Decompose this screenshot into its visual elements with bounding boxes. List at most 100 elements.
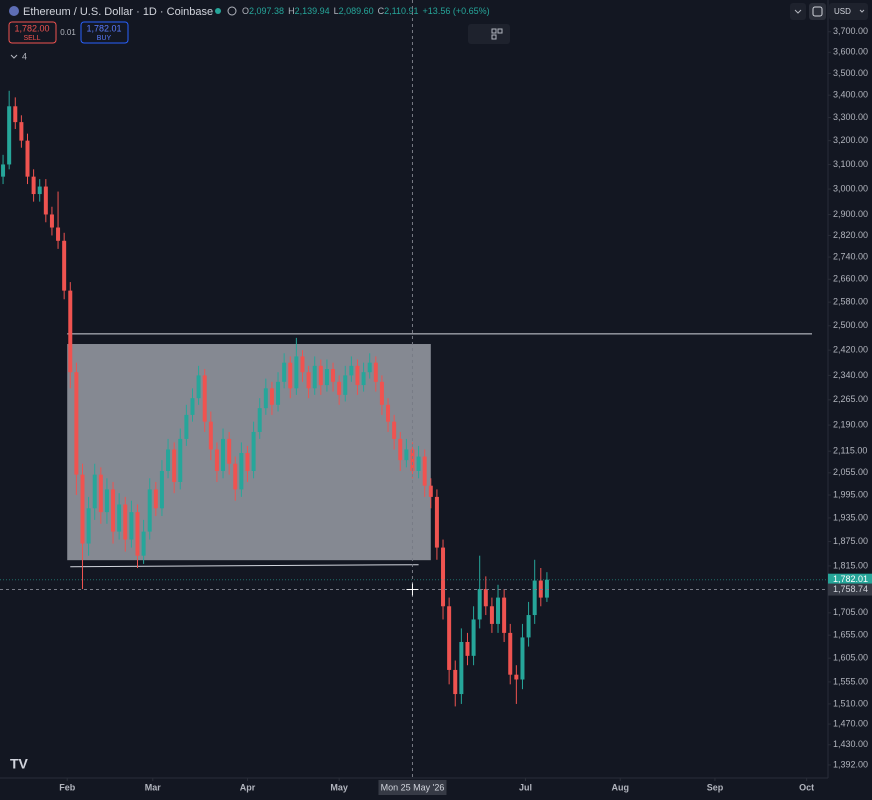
candle-body bbox=[269, 388, 274, 405]
trend-line bbox=[70, 564, 419, 568]
candle-body bbox=[282, 362, 287, 382]
icon bbox=[491, 34, 497, 40]
spread: 0.01 bbox=[60, 28, 76, 37]
dropdown-button[interactable] bbox=[790, 3, 806, 20]
candle-body bbox=[465, 641, 470, 656]
crosshair-date-badge bbox=[378, 780, 447, 795]
y-tick-label: 2,740.00 bbox=[833, 251, 868, 261]
crosshair-cursor bbox=[406, 583, 419, 596]
candle-body bbox=[86, 508, 91, 544]
y-tick-label: 2,340.00 bbox=[833, 370, 868, 380]
candle-body bbox=[135, 512, 140, 556]
x-tick-label: Feb bbox=[59, 782, 76, 792]
candle-body bbox=[508, 632, 513, 675]
y-tick-label: 1,935.00 bbox=[833, 512, 868, 522]
y-tick-label: 3,000.00 bbox=[833, 183, 868, 193]
candle-body bbox=[227, 438, 232, 464]
candle-body bbox=[392, 421, 397, 439]
candle-body bbox=[196, 375, 201, 399]
sell-button[interactable] bbox=[8, 21, 57, 44]
x-tick-label: Oct bbox=[799, 782, 814, 792]
y-tick-label: 3,400.00 bbox=[833, 90, 868, 100]
crosshair-price-label: 1,758.74 bbox=[833, 584, 868, 594]
candle-body bbox=[276, 381, 281, 405]
candle-body bbox=[404, 449, 409, 461]
y-tick-label: 2,580.00 bbox=[833, 297, 868, 307]
buy-label: BUY bbox=[97, 35, 112, 42]
candle-body bbox=[477, 589, 482, 620]
currency: USD bbox=[834, 7, 851, 16]
candle-body bbox=[25, 140, 30, 177]
candle-body bbox=[514, 674, 519, 680]
y-tick-label: 1,605.00 bbox=[833, 653, 868, 663]
candle-body bbox=[43, 186, 48, 215]
candle-body bbox=[31, 176, 36, 195]
candle-body bbox=[306, 372, 311, 389]
coin-icon bbox=[9, 6, 19, 16]
chart-title: Ethereum / U.S. Dollar · 1D · Coinbase bbox=[23, 6, 213, 18]
candle-body bbox=[141, 531, 146, 556]
candle-body bbox=[422, 456, 427, 486]
y-tick-label: 1,995.00 bbox=[833, 489, 868, 499]
candle-body bbox=[496, 597, 501, 624]
candle-body bbox=[343, 375, 348, 395]
candle-body bbox=[214, 449, 219, 471]
candle-body bbox=[434, 496, 439, 548]
y-tick-label: 1,815.00 bbox=[833, 560, 868, 570]
icon bbox=[497, 28, 503, 34]
y-tick-label: 2,900.00 bbox=[833, 209, 868, 219]
sell-price: 1,782.00 bbox=[14, 23, 49, 33]
candle-body bbox=[386, 404, 391, 422]
candle-body bbox=[398, 438, 403, 461]
status-icon bbox=[227, 6, 237, 16]
y-tick-label: 3,700.00 bbox=[833, 26, 868, 36]
screenshot-button[interactable] bbox=[809, 3, 826, 20]
last-price-badge bbox=[828, 573, 872, 586]
candle-body bbox=[331, 369, 336, 382]
candle-body bbox=[1, 164, 6, 177]
y-tick-label: 3,300.00 bbox=[833, 112, 868, 122]
ohlc-key: C bbox=[378, 6, 385, 16]
y-tick-label: 2,190.00 bbox=[833, 419, 868, 429]
candle-body bbox=[92, 474, 97, 509]
y-tick-label: 1,430.00 bbox=[833, 739, 868, 749]
object-tree-button[interactable] bbox=[468, 24, 510, 44]
collapse-icon[interactable] bbox=[10, 54, 18, 59]
x-tick-label: Jul bbox=[519, 782, 532, 792]
candle-body bbox=[159, 470, 164, 509]
candle-body bbox=[190, 398, 195, 415]
candle-body bbox=[349, 365, 354, 376]
candle-body bbox=[502, 597, 507, 633]
candle-body bbox=[104, 489, 109, 513]
currency-button[interactable] bbox=[829, 3, 868, 20]
candle-body bbox=[111, 489, 116, 532]
candle-body bbox=[410, 449, 415, 471]
y-tick-label: 1,655.00 bbox=[833, 630, 868, 640]
candle-body bbox=[355, 365, 360, 386]
candle-body bbox=[251, 431, 256, 471]
icon bbox=[794, 9, 802, 14]
candle-body bbox=[471, 619, 476, 656]
x-tick-label: May bbox=[330, 782, 348, 792]
y-tick-label: 1,510.00 bbox=[833, 698, 868, 708]
y-tick-label: 3,600.00 bbox=[833, 47, 868, 57]
candle-body bbox=[263, 388, 268, 409]
candle-body bbox=[123, 504, 128, 540]
icon bbox=[491, 28, 497, 34]
candle-body bbox=[361, 372, 366, 386]
y-tick-label: 1,705.00 bbox=[833, 607, 868, 617]
y-tick-label: 2,660.00 bbox=[833, 274, 868, 284]
ohlc-value: 2,097.38 bbox=[249, 6, 284, 16]
candle-body bbox=[312, 365, 317, 389]
sell-label: SELL bbox=[23, 35, 40, 42]
candle-body bbox=[367, 362, 372, 373]
candle-body bbox=[245, 452, 250, 471]
y-tick-label: 2,115.00 bbox=[833, 446, 867, 456]
y-tick-label: 1,392.00 bbox=[833, 759, 868, 769]
ohlc-legend: O2,097.38 H2,139.94 L2,089.60 C2,110.91 +13.… bbox=[242, 6, 490, 16]
indicators-count: 4 bbox=[22, 51, 27, 61]
buy-button[interactable] bbox=[80, 21, 129, 44]
ohlc-value: 2,110.91 bbox=[384, 6, 418, 16]
candle-body bbox=[49, 214, 54, 228]
